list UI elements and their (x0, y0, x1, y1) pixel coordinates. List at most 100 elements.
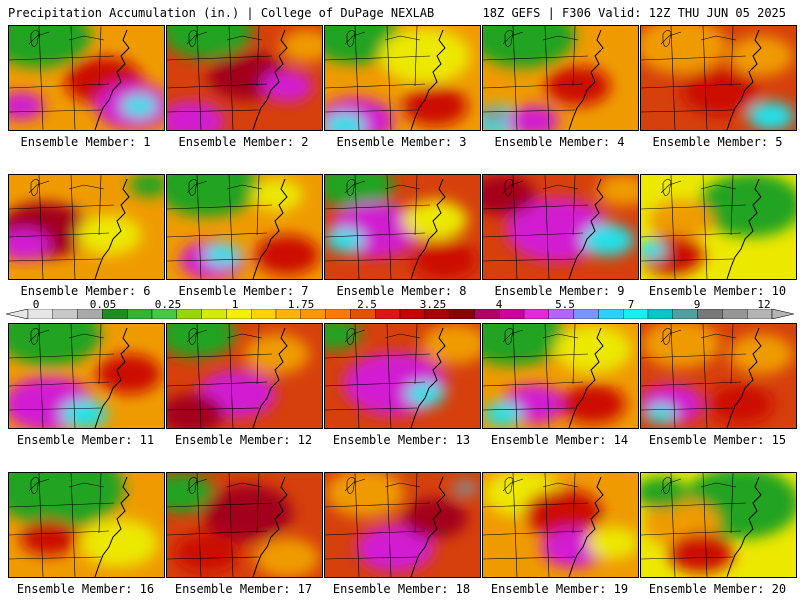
precip-map-image (9, 175, 164, 279)
legend-color-step (126, 309, 153, 319)
precip-map-image (9, 473, 164, 577)
state-borders (641, 175, 762, 279)
state-borders (325, 26, 446, 130)
ensemble-map-4 (482, 25, 639, 131)
ensemble-map-7 (166, 174, 323, 280)
state-borders (167, 473, 288, 577)
ensemble-map-16 (8, 472, 165, 578)
ensemble-member-caption: Ensemble Member: 19 (490, 582, 629, 596)
legend-color-step (176, 309, 202, 319)
ensemble-member-caption: Ensemble Member: 15 (648, 433, 787, 447)
ensemble-map-5 (640, 25, 797, 131)
ensemble-member-caption: Ensemble Member: 11 (16, 433, 155, 447)
precip-map-image (325, 175, 480, 279)
legend-color-step (27, 309, 53, 319)
legend-color-step (548, 309, 574, 319)
legend-color-step (375, 309, 401, 319)
precip-map-image (167, 26, 322, 130)
legend-color-step (300, 309, 326, 319)
legend-tick-label: 0 (32, 298, 40, 311)
legend-tick-label: 9 (693, 298, 701, 311)
legend-color-step (747, 309, 773, 319)
ensemble-map-19 (482, 472, 639, 578)
precip-map-image (9, 324, 164, 428)
legend-tick-label: 3.25 (419, 298, 447, 311)
legend-arrow-right (771, 309, 794, 319)
precip-map-image (641, 473, 796, 577)
state-borders (483, 473, 604, 577)
state-borders (325, 324, 446, 428)
state-borders (167, 26, 288, 130)
legend-tick-label: 0.05 (89, 298, 117, 311)
ensemble-member-caption: Ensemble Member: 17 (174, 582, 313, 596)
state-borders (641, 324, 762, 428)
precip-map-image (167, 324, 322, 428)
ensemble-member-caption: Ensemble Member: 16 (16, 582, 155, 596)
state-borders (483, 175, 604, 279)
legend-color-step (573, 309, 599, 319)
state-borders (9, 473, 130, 577)
legend-color-step (499, 309, 525, 319)
legend-arrow-left (6, 309, 29, 319)
legend-color-step (474, 309, 500, 319)
legend-labels: 0 0.05 0.25 1 1.75 2.5 3.25 4 5.5 7 9 12 (0, 298, 800, 311)
state-borders (325, 175, 446, 279)
ensemble-member-caption: Ensemble Member: 18 (332, 582, 471, 596)
precip-map-image (325, 473, 480, 577)
precip-map-image (325, 26, 480, 130)
legend-color-step (672, 309, 698, 319)
legend-color-step (201, 309, 227, 319)
legend-color-step (77, 309, 103, 319)
ensemble-map-18 (324, 472, 481, 578)
ensemble-map-8 (324, 174, 481, 280)
state-borders (167, 175, 288, 279)
ensemble-member-caption: Ensemble Member: 6 (20, 284, 151, 298)
legend-color-step (647, 309, 673, 319)
state-borders (325, 473, 446, 577)
state-borders (641, 26, 762, 130)
ensemble-map-14 (482, 323, 639, 429)
precip-map-image (9, 26, 164, 130)
legend-color-step (424, 309, 450, 319)
legend-color-step (102, 309, 128, 319)
ensemble-member-caption: Ensemble Member: 8 (336, 284, 467, 298)
precip-map-image (167, 175, 322, 279)
state-borders (9, 175, 130, 279)
state-borders (9, 26, 130, 130)
legend-tick-label: 1.75 (287, 298, 315, 311)
ensemble-map-12 (166, 323, 323, 429)
ensemble-member-caption: Ensemble Member: 20 (648, 582, 787, 596)
legend-color-step (598, 309, 624, 319)
ensemble-member-caption: Ensemble Member: 9 (494, 284, 625, 298)
legend-color-step (151, 309, 177, 319)
precipitation-color-scale (6, 309, 794, 319)
legend-tick-label: 2.5 (357, 298, 377, 311)
ensemble-member-caption: Ensemble Member: 4 (494, 135, 625, 149)
ensemble-member-caption: Ensemble Member: 2 (178, 135, 309, 149)
ensemble-map-20 (640, 472, 797, 578)
ensemble-map-2 (166, 25, 323, 131)
legend-tick-label: 12 (757, 298, 771, 311)
legend-tick-label: 0.25 (154, 298, 182, 311)
precip-map-image (483, 26, 638, 130)
legend-color-step (523, 309, 549, 319)
ensemble-member-caption: Ensemble Member: 14 (490, 433, 629, 447)
state-borders (9, 324, 130, 428)
legend-tick-label: 4 (495, 298, 503, 311)
precip-map-image (641, 324, 796, 428)
ensemble-member-caption: Ensemble Member: 10 (648, 284, 787, 298)
legend-color-step (325, 309, 351, 319)
precip-map-image (325, 324, 480, 428)
ensemble-member-caption: Ensemble Member: 13 (332, 433, 471, 447)
legend-color-step (399, 309, 425, 319)
ensemble-map-3 (324, 25, 481, 131)
ensemble-member-caption: Ensemble Member: 7 (178, 284, 309, 298)
state-borders (167, 324, 288, 428)
state-borders (483, 26, 604, 130)
legend-color-step (226, 309, 252, 319)
legend-tick-label: 5.5 (555, 298, 575, 311)
precip-map-image (641, 26, 796, 130)
ensemble-map-11 (8, 323, 165, 429)
precip-map-image (167, 473, 322, 577)
precip-map-image (641, 175, 796, 279)
